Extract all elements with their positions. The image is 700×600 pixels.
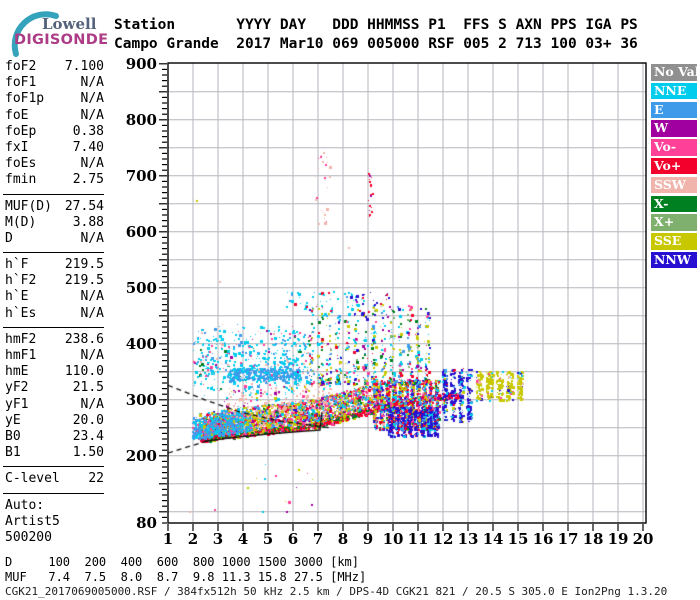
svg-text:5: 5 bbox=[263, 530, 273, 548]
legend-item-noval: No Val bbox=[651, 64, 697, 81]
svg-text:400: 400 bbox=[126, 335, 157, 353]
legend-item-e: E bbox=[651, 101, 697, 119]
d-distances-row: D 100 200 400 600 800 1000 1500 3000 [km… bbox=[5, 555, 360, 569]
svg-text:11: 11 bbox=[408, 530, 429, 548]
svg-text:1: 1 bbox=[163, 530, 173, 548]
svg-text:200: 200 bbox=[126, 447, 157, 465]
muf-values-row: MUF 7.4 7.5 8.0 8.7 9.8 11.3 15.8 27.5 [… bbox=[5, 569, 367, 584]
svg-text:14: 14 bbox=[483, 530, 504, 548]
svg-text:500: 500 bbox=[126, 279, 157, 297]
svg-text:16: 16 bbox=[533, 530, 554, 548]
svg-text:3: 3 bbox=[213, 530, 223, 548]
svg-text:300: 300 bbox=[126, 391, 157, 409]
legend-item-w: W bbox=[651, 120, 697, 137]
legend-item-nnw: NNW bbox=[651, 251, 697, 269]
svg-text:10: 10 bbox=[383, 530, 404, 548]
legend-item-x+: X+ bbox=[651, 214, 697, 231]
svg-text:2: 2 bbox=[188, 530, 198, 548]
legend-item-vo+: Vo+ bbox=[651, 157, 697, 175]
muf-distance-table: D 100 200 400 600 800 1000 1500 3000 [km… bbox=[5, 555, 366, 584]
svg-text:900: 900 bbox=[126, 55, 157, 73]
svg-text:17: 17 bbox=[558, 530, 579, 548]
svg-text:18: 18 bbox=[583, 530, 604, 548]
svg-text:20: 20 bbox=[633, 530, 654, 548]
svg-text:15: 15 bbox=[508, 530, 529, 548]
svg-text:600: 600 bbox=[126, 223, 157, 241]
legend-item-nne: NNE bbox=[651, 82, 697, 100]
svg-text:800: 800 bbox=[126, 111, 157, 129]
svg-text:8: 8 bbox=[338, 530, 348, 548]
svg-text:13: 13 bbox=[458, 530, 479, 548]
svg-text:4: 4 bbox=[238, 530, 248, 548]
echo-direction-legend: No Val NNE E W Vo- Vo+ SSW X- X+ SSE NNW bbox=[651, 64, 697, 271]
legend-item-ssw: SSW bbox=[651, 176, 697, 194]
svg-text:19: 19 bbox=[608, 530, 629, 548]
legend-item-x-: X- bbox=[651, 195, 697, 213]
svg-text:9: 9 bbox=[363, 530, 373, 548]
footer-info: CGK21_2017069005000.RSF / 384fx512h 50 k… bbox=[5, 585, 668, 598]
svg-text:6: 6 bbox=[288, 530, 298, 548]
svg-text:12: 12 bbox=[433, 530, 454, 548]
svg-text:7: 7 bbox=[313, 530, 323, 548]
svg-text:700: 700 bbox=[126, 167, 157, 185]
legend-item-vo-: Vo- bbox=[651, 139, 697, 156]
svg-text:80: 80 bbox=[136, 514, 157, 532]
legend-item-sse: SSE bbox=[651, 233, 697, 250]
